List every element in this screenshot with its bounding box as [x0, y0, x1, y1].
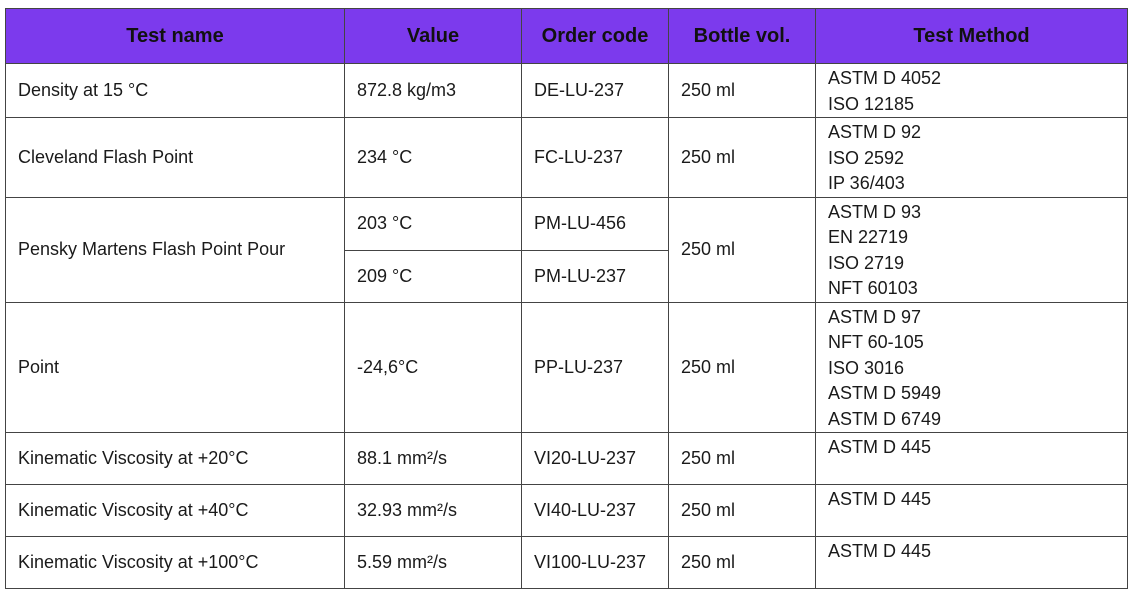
cell-bottle-vol: 250 ml — [668, 536, 816, 589]
header-bottle-vol: Bottle vol. — [668, 8, 816, 64]
cell-value: -24,6°C — [344, 301, 522, 433]
table-row: Point -24,6°C PP-LU-237 250 ml ASTM D 97… — [5, 301, 1128, 433]
method-item: ISO 3016 — [828, 357, 905, 378]
table-row: Kinematic Viscosity at +100°C 5.59 mm²/s… — [5, 536, 1128, 589]
cell-bottle-vol: 250 ml — [668, 196, 816, 303]
table-row: Kinematic Viscosity at +40°C 32.93 mm²/s… — [5, 484, 1128, 537]
cell-order-code: VI100-LU-237 — [521, 536, 669, 589]
method-item: ASTM D 6749 — [828, 408, 942, 429]
method-item: ISO 2592 — [828, 147, 905, 168]
method-item: ASTM D 445 — [828, 541, 932, 561]
method-item: NFT 60-105 — [828, 332, 924, 352]
header-order-code: Order code — [521, 8, 669, 64]
header-test-method: Test Method — [815, 8, 1128, 64]
cell-bottle-vol: 250 ml — [668, 484, 816, 537]
cell-value: 872.8 kg/m3 — [344, 63, 522, 118]
method-item: ASTM D 93 — [828, 201, 922, 222]
header-value: Value — [344, 8, 522, 64]
method-item: ASTM D 445 — [828, 437, 932, 457]
method-item: NFT 60103 — [828, 278, 918, 298]
method-item: IP 36/403 — [828, 173, 905, 193]
cell-order-code: VI40-LU-237 — [521, 484, 669, 537]
cell-test-name: Point — [5, 301, 345, 433]
cell-order-code: PP-LU-237 — [521, 301, 669, 433]
cell-order-code: FC-LU-237 — [521, 117, 669, 198]
test-spec-table: Test name Value Order code Bottle vol. T… — [5, 8, 1128, 589]
cell-test-name: Kinematic Viscosity at +100°C — [5, 536, 345, 589]
cell-bottle-vol: 250 ml — [668, 432, 816, 485]
method-item: EN 22719 — [828, 227, 909, 247]
cell-test-name: Kinematic Viscosity at +40°C — [5, 484, 345, 537]
cell-bottle-vol: 250 ml — [668, 63, 816, 118]
cell-test-method: ASTM D 92 ISO 2592 IP 36/403 — [815, 117, 1128, 198]
cell-test-name: Pensky Martens Flash Point Pour — [5, 196, 345, 303]
cell-test-name: Cleveland Flash Point — [5, 117, 345, 198]
method-item: ASTM D 4052 — [828, 68, 942, 88]
cell-order-code: DE-LU-237 — [521, 63, 669, 118]
cell-order-code: PM-LU-237 — [521, 250, 669, 303]
header-row: Test name Value Order code Bottle vol. T… — [5, 8, 1128, 64]
cell-test-method: ASTM D 445 — [815, 536, 1128, 589]
cell-test-name: Density at 15 °C — [5, 63, 345, 118]
cell-value: 5.59 mm²/s — [344, 536, 522, 589]
cell-order-code: PM-LU-456 — [521, 196, 669, 252]
table-row: 209 °C PM-LU-237 — [6, 250, 1128, 303]
cell-test-method: ASTM D 4052 ISO 12185 — [815, 63, 1128, 118]
cell-test-method: ASTM D 93 EN 22719 ISO 2719 NFT 60103 — [815, 196, 1128, 303]
cell-value: 234 °C — [344, 117, 522, 198]
cell-value: 88.1 mm²/s — [344, 432, 522, 485]
cell-test-method: ASTM D 445 — [815, 432, 1128, 485]
method-item: ISO 12185 — [828, 93, 915, 114]
cell-bottle-vol: 250 ml — [668, 117, 816, 198]
cell-test-method: ASTM D 445 — [815, 484, 1128, 537]
cell-order-code: VI20-LU-237 — [521, 432, 669, 485]
method-item: ASTM D 445 — [828, 489, 932, 509]
method-item: ISO 2719 — [828, 252, 905, 273]
cell-test-method: ASTM D 97 NFT 60-105 ISO 3016 ASTM D 594… — [815, 301, 1128, 433]
cell-test-name: Kinematic Viscosity at +20°C — [5, 432, 345, 485]
method-item: ASTM D 92 — [828, 122, 922, 142]
table-row: Cleveland Flash Point 234 °C FC-LU-237 2… — [5, 117, 1128, 198]
table-row: Kinematic Viscosity at +20°C 88.1 mm²/s … — [5, 432, 1128, 485]
cell-value: 32.93 mm²/s — [344, 484, 522, 537]
method-item: ASTM D 5949 — [828, 383, 942, 403]
cell-value: 209 °C — [344, 250, 522, 303]
header-test-name: Test name — [5, 8, 345, 64]
cell-value: 203 °C — [344, 196, 522, 252]
table-row: Density at 15 °C 872.8 kg/m3 DE-LU-237 2… — [5, 63, 1128, 118]
table-row: Pensky Martens Flash Point Pour 203 °C P… — [5, 196, 1128, 303]
cell-bottle-vol: 250 ml — [668, 301, 816, 433]
method-item: ASTM D 97 — [828, 306, 922, 327]
